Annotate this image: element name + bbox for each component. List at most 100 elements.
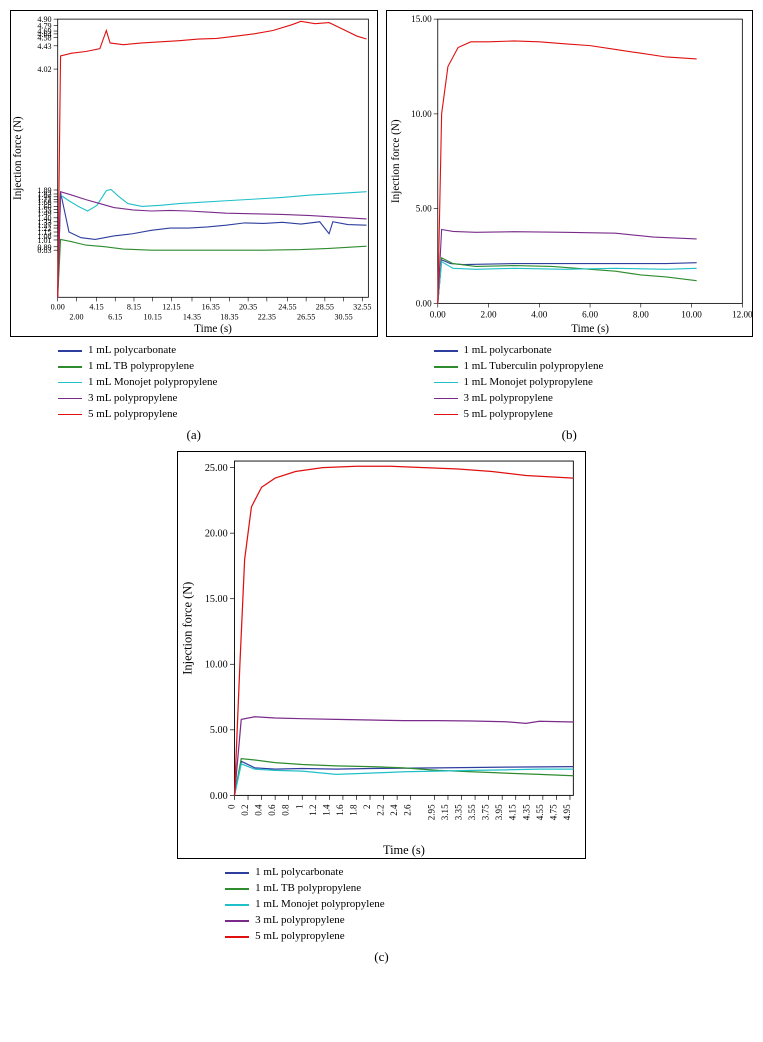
- legend-item: 1 mL Monojet polypropylene: [434, 375, 604, 391]
- svg-text:26.55: 26.55: [297, 313, 315, 322]
- legend-label: 5 mL polypropylene: [464, 407, 553, 423]
- chart-c: 0.005.0010.0015.0020.0025.0000.20.40.60.…: [177, 451, 586, 860]
- svg-text:1.2: 1.2: [308, 804, 318, 816]
- svg-text:4.43: 4.43: [37, 42, 51, 51]
- series-pp3: [235, 716, 574, 795]
- legend-b: 1 mL polycarbonate1 mL Tuberculin polypr…: [386, 343, 604, 423]
- chart-b: 0.005.0010.0015.000.002.004.006.008.0010…: [386, 10, 754, 337]
- legend-a: 1 mL polycarbonate1 mL TB polypropylene1…: [10, 343, 217, 423]
- svg-text:10.15: 10.15: [144, 313, 162, 322]
- svg-text:0.8: 0.8: [281, 804, 291, 816]
- series-tb_pp: [235, 758, 574, 795]
- legend-swatch: [58, 398, 82, 400]
- legend-swatch: [225, 872, 249, 874]
- series-monojet_pp: [58, 189, 367, 297]
- legend-swatch: [434, 350, 458, 352]
- svg-text:6.15: 6.15: [108, 313, 122, 322]
- figure-grid: 0.830.891.011.081.151.221.271.331.401.49…: [10, 10, 753, 965]
- svg-text:10.00: 10.00: [205, 659, 228, 670]
- svg-text:2.2: 2.2: [376, 804, 386, 816]
- svg-text:4.02: 4.02: [37, 65, 51, 74]
- svg-text:24.55: 24.55: [278, 302, 296, 311]
- legend-swatch: [58, 366, 82, 368]
- svg-text:Injection force (N): Injection force (N): [12, 116, 24, 200]
- legend-item: 1 mL Tuberculin polypropylene: [434, 359, 604, 375]
- svg-text:3.75: 3.75: [481, 803, 491, 819]
- svg-text:20.00: 20.00: [205, 528, 228, 539]
- legend-item: 5 mL polypropylene: [225, 929, 384, 945]
- legend-label: 3 mL polypropylene: [464, 391, 553, 407]
- legend-swatch: [58, 414, 82, 416]
- series-polycarbonate: [58, 192, 367, 297]
- svg-text:18.35: 18.35: [220, 313, 238, 322]
- svg-text:8.00: 8.00: [632, 310, 648, 320]
- legend-item: 1 mL polycarbonate: [434, 343, 604, 359]
- svg-text:15.00: 15.00: [205, 594, 228, 605]
- legend-label: 5 mL polypropylene: [88, 407, 177, 423]
- legend-swatch: [434, 398, 458, 400]
- panel-c: 0.005.0010.0015.0020.0025.0000.20.40.60.…: [177, 451, 586, 965]
- svg-text:2.00: 2.00: [480, 310, 496, 320]
- svg-text:3.15: 3.15: [440, 803, 450, 819]
- legend-label: 1 mL TB polypropylene: [88, 359, 194, 375]
- svg-text:2.4: 2.4: [389, 804, 399, 816]
- sublabel-c: (c): [374, 949, 388, 965]
- legend-item: 1 mL TB polypropylene: [225, 881, 384, 897]
- svg-text:0.00: 0.00: [415, 298, 431, 308]
- svg-text:0.4: 0.4: [254, 804, 264, 816]
- svg-text:6.00: 6.00: [582, 310, 598, 320]
- legend-item: 5 mL polypropylene: [434, 407, 604, 423]
- svg-text:Time (s): Time (s): [571, 323, 609, 335]
- svg-text:5.00: 5.00: [415, 204, 431, 214]
- svg-text:1: 1: [294, 804, 304, 809]
- legend-label: 1 mL polycarbonate: [88, 343, 176, 359]
- svg-text:0.00: 0.00: [429, 310, 445, 320]
- legend-swatch: [434, 366, 458, 368]
- svg-text:Injection force (N): Injection force (N): [181, 581, 195, 674]
- series-pp3: [58, 192, 367, 298]
- panel-b: 0.005.0010.0015.000.002.004.006.008.0010…: [386, 10, 754, 443]
- svg-text:22.35: 22.35: [258, 313, 276, 322]
- legend-item: 5 mL polypropylene: [58, 407, 217, 423]
- legend-swatch: [225, 936, 249, 938]
- legend-label: 1 mL Monojet polypropylene: [88, 375, 217, 391]
- svg-text:4.35: 4.35: [521, 803, 531, 819]
- chart-a: 0.830.891.011.081.151.221.271.331.401.49…: [10, 10, 378, 337]
- svg-text:0.00: 0.00: [210, 790, 228, 801]
- svg-text:Time (s): Time (s): [194, 323, 232, 335]
- svg-text:1.8: 1.8: [349, 804, 359, 816]
- sublabel-b: (b): [562, 427, 577, 443]
- svg-text:3.95: 3.95: [494, 803, 504, 819]
- svg-text:16.35: 16.35: [202, 302, 220, 311]
- svg-text:32.55: 32.55: [353, 302, 371, 311]
- legend-item: 3 mL polypropylene: [58, 391, 217, 407]
- svg-text:2: 2: [362, 804, 372, 809]
- legend-label: 1 mL Tuberculin polypropylene: [464, 359, 604, 375]
- legend-label: 1 mL Monojet polypropylene: [255, 897, 384, 913]
- svg-text:4.15: 4.15: [508, 803, 518, 819]
- svg-text:1.4: 1.4: [322, 804, 332, 816]
- series-pp5: [235, 466, 574, 795]
- series-pp5: [58, 21, 367, 297]
- svg-text:30.55: 30.55: [334, 313, 352, 322]
- svg-text:3.35: 3.35: [454, 803, 464, 819]
- series-tb_pp: [58, 239, 367, 297]
- svg-text:1.6: 1.6: [335, 804, 345, 816]
- legend-swatch: [225, 888, 249, 890]
- svg-text:4.55: 4.55: [535, 803, 545, 819]
- svg-text:10.00: 10.00: [411, 109, 432, 119]
- legend-swatch: [434, 414, 458, 416]
- svg-text:3.55: 3.55: [467, 803, 477, 819]
- svg-text:Time (s): Time (s): [383, 843, 425, 857]
- legend-c: 1 mL polycarbonate1 mL TB polypropylene1…: [177, 865, 384, 945]
- legend-label: 1 mL Monojet polypropylene: [464, 375, 593, 391]
- legend-item: 3 mL polypropylene: [434, 391, 604, 407]
- legend-swatch: [58, 382, 82, 384]
- svg-text:4.15: 4.15: [89, 302, 103, 311]
- svg-text:20.35: 20.35: [239, 302, 257, 311]
- svg-text:0.00: 0.00: [51, 302, 65, 311]
- sublabel-a: (a): [187, 427, 201, 443]
- svg-text:25.00: 25.00: [205, 463, 228, 474]
- svg-text:28.55: 28.55: [316, 302, 334, 311]
- svg-text:0.2: 0.2: [240, 804, 250, 816]
